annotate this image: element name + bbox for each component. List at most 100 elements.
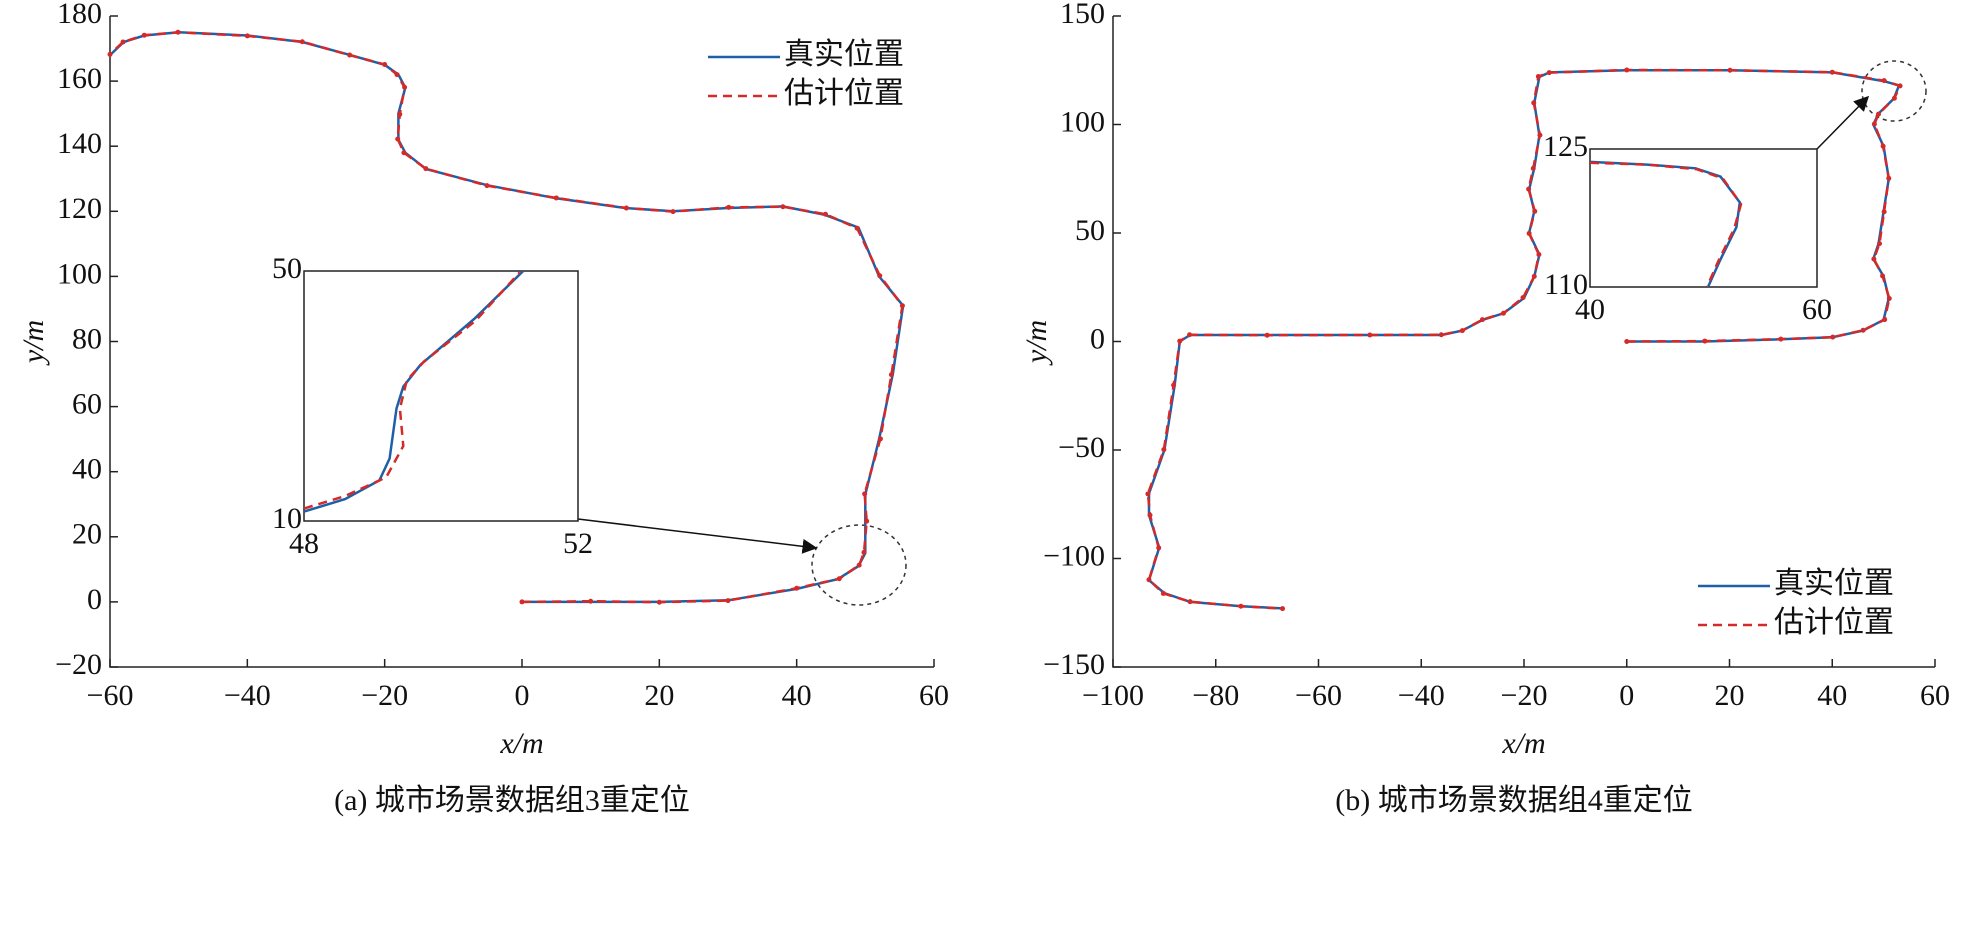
- trajectory-point: [888, 372, 894, 378]
- trajectory-point: [1264, 332, 1270, 338]
- trajectory-point: [1882, 317, 1888, 323]
- trajectory-point: [861, 549, 867, 555]
- trajectory-point: [1624, 67, 1630, 73]
- trajectory-point: [656, 599, 662, 605]
- x-tick-label: 0: [1619, 679, 1634, 712]
- trajectory-point: [1161, 447, 1167, 453]
- trajectory-line: [1146, 68, 1902, 610]
- zoom-arrow: [1816, 95, 1870, 150]
- trajectory-point: [1532, 208, 1538, 214]
- trajectory-point: [401, 150, 407, 156]
- y-tick-label: 120: [57, 192, 102, 225]
- trajectory-point: [1531, 100, 1537, 106]
- trajectory-point: [836, 576, 842, 582]
- trajectory-point: [1530, 165, 1536, 171]
- trajectory-point: [823, 211, 829, 217]
- y-tick-label: 100: [1060, 105, 1105, 138]
- trajectory-point: [1897, 83, 1903, 89]
- trajectory-point: [1880, 273, 1886, 279]
- trajectory-point: [877, 436, 883, 442]
- trajectory-point: [1145, 491, 1151, 497]
- inset-x-tick-label: 60: [1802, 293, 1832, 326]
- zoom-arrow: [577, 518, 818, 554]
- trajectory-point: [1187, 332, 1193, 338]
- trajectory-point: [402, 84, 408, 90]
- trajectory-point: [553, 195, 559, 201]
- trajectory-point: [864, 518, 870, 524]
- trajectory-point: [244, 33, 250, 39]
- inset-line: [1590, 161, 1743, 287]
- trajectory-point: [1177, 338, 1183, 344]
- trajectory-point: [347, 52, 353, 58]
- trajectory-point: [1881, 78, 1887, 84]
- trajectory-point: [1546, 70, 1552, 76]
- trajectory-point: [394, 72, 400, 78]
- trajectory-point: [1459, 328, 1465, 334]
- trajectory-point: [725, 598, 731, 604]
- inset-x-tick-label: 40: [1575, 293, 1605, 326]
- trajectory-point: [519, 599, 525, 605]
- x-tick-label: 60: [919, 679, 949, 712]
- x-tick-label: 40: [1817, 679, 1847, 712]
- trajectory-point: [1871, 256, 1877, 262]
- y-tick-label: −100: [1043, 539, 1105, 572]
- inset-y-tick-label: 50: [272, 252, 302, 285]
- trajectory-point: [1187, 599, 1193, 605]
- y-tick-label: 80: [72, 322, 102, 355]
- trajectory-point: [1624, 339, 1630, 344]
- y-tick-label: 140: [57, 127, 102, 160]
- y-tick-label: 60: [72, 387, 102, 420]
- trajectory-point: [1280, 606, 1286, 612]
- inset-x-tick-label: 52: [563, 527, 593, 560]
- y-tick-label: 40: [72, 453, 102, 486]
- trajectory-point: [484, 183, 490, 189]
- trajectory-point: [1875, 111, 1881, 117]
- trajectory-point: [1886, 175, 1892, 181]
- trajectory-point: [1367, 332, 1373, 338]
- trajectory-point: [862, 491, 868, 497]
- x-tick-label: −40: [224, 679, 271, 712]
- trajectory-point: [1535, 74, 1541, 80]
- trajectory-point: [854, 225, 860, 231]
- trajectory-point: [1146, 577, 1152, 583]
- y-tick-label: 180: [57, 0, 102, 30]
- y-tick-label: −20: [55, 648, 102, 681]
- trajectory-point: [1702, 338, 1708, 344]
- x-tick-label: −40: [1398, 679, 1445, 712]
- trajectory-point: [1891, 95, 1897, 101]
- caption: (b) 城市场景数据组4重定位: [1335, 784, 1692, 817]
- trajectory-point: [899, 303, 905, 309]
- trajectory-point: [141, 32, 147, 38]
- inset-line: [304, 271, 525, 513]
- x-tick-label: −60: [1295, 679, 1342, 712]
- trajectory-point: [1881, 209, 1887, 215]
- trajectory-point: [1438, 332, 1444, 338]
- legend-label: 真实位置: [784, 38, 904, 71]
- x-tick-label: −20: [1501, 679, 1548, 712]
- x-tick-label: 0: [515, 679, 530, 712]
- trajectory-point: [1500, 310, 1506, 316]
- trajectory-point: [397, 111, 403, 117]
- trajectory-point: [1147, 512, 1153, 518]
- inset-x-tick-label: 48: [289, 527, 319, 560]
- x-tick-label: 20: [1715, 679, 1745, 712]
- trajectory-point: [1880, 143, 1886, 149]
- trajectory-point: [1871, 121, 1877, 127]
- y-tick-label: 20: [72, 518, 102, 551]
- trajectory-point: [623, 205, 629, 211]
- legend-label: 估计位置: [1774, 606, 1894, 639]
- trajectory-point: [1537, 132, 1543, 138]
- trajectory-point: [856, 562, 862, 568]
- trajectory-point: [1727, 67, 1733, 73]
- trajectory-point: [877, 273, 883, 279]
- y-tick-label: 160: [57, 62, 102, 95]
- highlight-circle: [811, 524, 907, 606]
- trajectory-point: [1171, 382, 1177, 388]
- x-tick-label: 20: [644, 679, 674, 712]
- x-axis-label: x/m: [499, 727, 543, 760]
- trajectory-point: [1877, 241, 1883, 247]
- trajectory-point: [107, 51, 113, 57]
- trajectory-point: [1526, 230, 1532, 236]
- trajectory-point: [780, 204, 786, 210]
